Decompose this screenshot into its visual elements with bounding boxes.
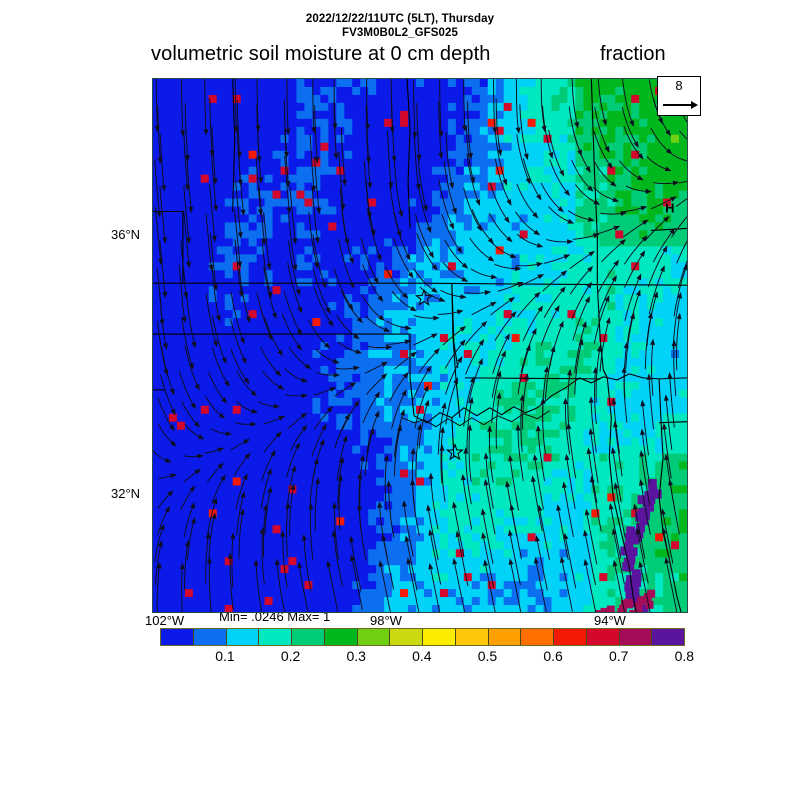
colorbar-segment: [455, 629, 489, 645]
colorbar-tick: 0.8: [674, 648, 695, 664]
colorbar-segment: [652, 629, 684, 645]
colorbar-tick: 0.2: [280, 648, 301, 664]
colorbar-segment: [586, 629, 620, 645]
colorbar: [160, 628, 685, 646]
wind-reference-key: 8: [657, 76, 701, 116]
colorbar-segment: [292, 629, 325, 645]
arrow-right-icon: [663, 104, 696, 106]
map-canvas: H: [153, 79, 687, 612]
city-markers: [414, 288, 464, 461]
colorbar-segment: [226, 629, 260, 645]
colorbar-tick: 0.1: [215, 648, 235, 664]
colorbar-segment: [193, 629, 227, 645]
units-label: fraction: [600, 43, 666, 65]
colorbar-segment: [390, 629, 423, 645]
lon-tick-94w: 94°W: [594, 613, 626, 628]
lon-tick-98w: 98°W: [370, 613, 402, 628]
map-plot-area: H: [152, 78, 688, 613]
pressure-high-label: H: [665, 200, 674, 215]
model-id: FV3M0B0L2_GFS025: [341, 27, 459, 39]
forecast-datetime: 2022/12/22/11UTC (5LT), Thursday: [305, 13, 495, 25]
wind-arrowheads: [154, 110, 687, 570]
colorbar-segment: [259, 629, 292, 645]
page-title: volumetric soil moisture at 0 cm depth: [151, 43, 491, 65]
lat-tick-36n: 36°N: [111, 227, 141, 242]
wind-key-value: 8: [675, 78, 683, 93]
colorbar-segment: [357, 629, 391, 645]
colorbar-tick: 0.4: [412, 648, 432, 664]
colorbar-segment: [161, 629, 194, 645]
colorbar-tick: 0.7: [608, 648, 629, 664]
colorbar-segment: [554, 629, 587, 645]
colorbar-segment: [521, 629, 554, 645]
colorbar-segment: [423, 629, 456, 645]
colorbar-segment: [488, 629, 522, 645]
river-lines: [401, 410, 550, 428]
wind-streamlines: [153, 79, 687, 612]
lon-tick-102w: 102°W: [145, 613, 185, 628]
colorbar-segment: [619, 629, 653, 645]
colorbar-tick: 0.6: [543, 648, 563, 664]
lat-tick-32n: 32°N: [111, 486, 141, 501]
colorbar-tick: 0.5: [477, 648, 498, 664]
soil-moisture-raster: [153, 79, 687, 612]
arrow-right-head-icon: [691, 100, 698, 109]
colorbar-tick: 0.3: [346, 648, 366, 664]
colorbar-segment: [324, 629, 358, 645]
